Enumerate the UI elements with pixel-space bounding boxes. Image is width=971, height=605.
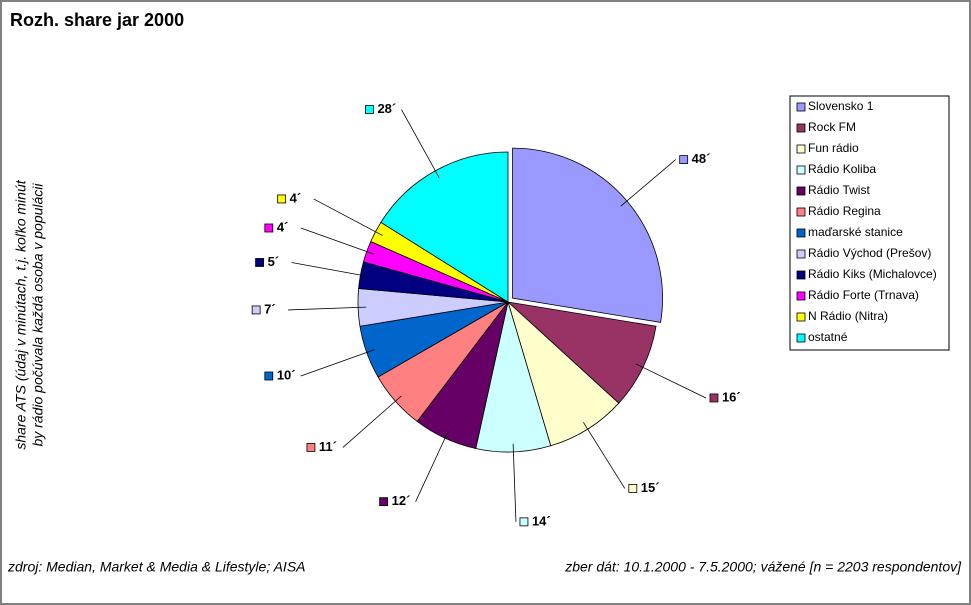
legend-label: Rock FM bbox=[808, 120, 856, 134]
data-label: 48´ bbox=[692, 151, 711, 166]
legend-swatch bbox=[796, 165, 806, 175]
legend-swatch bbox=[796, 249, 806, 259]
legend-swatch bbox=[796, 312, 806, 322]
legend-label: Rádio Kiks (Michalovce) bbox=[808, 267, 937, 281]
leader-line bbox=[291, 262, 369, 277]
leader-line bbox=[313, 198, 383, 236]
legend-box bbox=[789, 95, 950, 351]
label-swatch bbox=[306, 443, 316, 452]
label-swatch bbox=[277, 194, 287, 204]
legend-swatch bbox=[796, 228, 806, 238]
data-label: 16´ bbox=[722, 389, 741, 404]
data-label: 10´ bbox=[277, 367, 296, 382]
data-label: 12´ bbox=[392, 493, 411, 508]
legend-label: Slovensko 1 bbox=[808, 99, 874, 113]
legend-swatch bbox=[796, 291, 806, 301]
label-swatch bbox=[264, 371, 274, 381]
leader-line bbox=[288, 306, 367, 311]
label-swatch bbox=[251, 305, 261, 315]
label-swatch bbox=[519, 517, 529, 527]
leader-line bbox=[620, 159, 676, 207]
leader-line bbox=[512, 443, 517, 522]
data-label: 11´ bbox=[319, 439, 337, 454]
data-label: 4´ bbox=[290, 190, 302, 205]
label-swatch bbox=[264, 223, 274, 233]
label-swatch bbox=[679, 155, 689, 164]
leader-line bbox=[415, 430, 449, 502]
label-swatch bbox=[255, 258, 264, 267]
leader-line bbox=[300, 349, 375, 377]
legend-swatch bbox=[796, 207, 806, 217]
legend-label: Rádio Koliba bbox=[808, 162, 876, 176]
legend-label: Rádio Twist bbox=[808, 183, 870, 197]
chart-title: Rozh. share jar 2000 bbox=[10, 10, 184, 30]
data-label: 14´ bbox=[532, 513, 551, 528]
data-label: 15´ bbox=[641, 480, 660, 495]
legend-swatch bbox=[796, 186, 806, 196]
legend-label: N Rádio (Nitra) bbox=[808, 309, 888, 323]
legend-label: Rádio Regina bbox=[808, 204, 881, 218]
legend-swatch bbox=[796, 102, 806, 112]
legend-swatch bbox=[796, 123, 806, 133]
data-label: 4´ bbox=[277, 219, 289, 234]
data-label: 7´ bbox=[264, 301, 276, 316]
legend-label: maďarské stanice bbox=[808, 225, 903, 239]
label-swatch bbox=[709, 393, 719, 403]
leader-line bbox=[300, 227, 375, 255]
label-swatch bbox=[365, 105, 374, 114]
data-label: 28´ bbox=[377, 101, 396, 116]
legend-swatch bbox=[796, 144, 806, 154]
legend-label: ostatné bbox=[808, 330, 848, 344]
collection-note: zber dát: 10.1.2000 - 7.5.2000; vážené [… bbox=[564, 559, 962, 575]
y-axis-label: by rádio počúvala každá osoba v populáci… bbox=[30, 183, 46, 447]
legend-swatch bbox=[796, 333, 806, 343]
y-axis-label: share ATS (údaj v minútach, t.j. koľko m… bbox=[13, 179, 29, 449]
leader-line bbox=[583, 422, 626, 489]
label-swatch bbox=[628, 484, 638, 493]
source-note: zdroj: Median, Market & Media & Lifestyl… bbox=[7, 559, 306, 575]
legend-swatch bbox=[796, 270, 806, 280]
legend-label: Fun rádio bbox=[808, 141, 859, 155]
leader-line bbox=[342, 395, 402, 448]
leader-line bbox=[401, 109, 440, 178]
legend-label: Rádio Východ (Prešov) bbox=[808, 246, 931, 260]
label-swatch bbox=[379, 497, 389, 507]
legend-label: Rádio Forte (Trnava) bbox=[808, 288, 919, 302]
data-label: 5´ bbox=[268, 254, 280, 269]
leader-line bbox=[635, 363, 707, 399]
